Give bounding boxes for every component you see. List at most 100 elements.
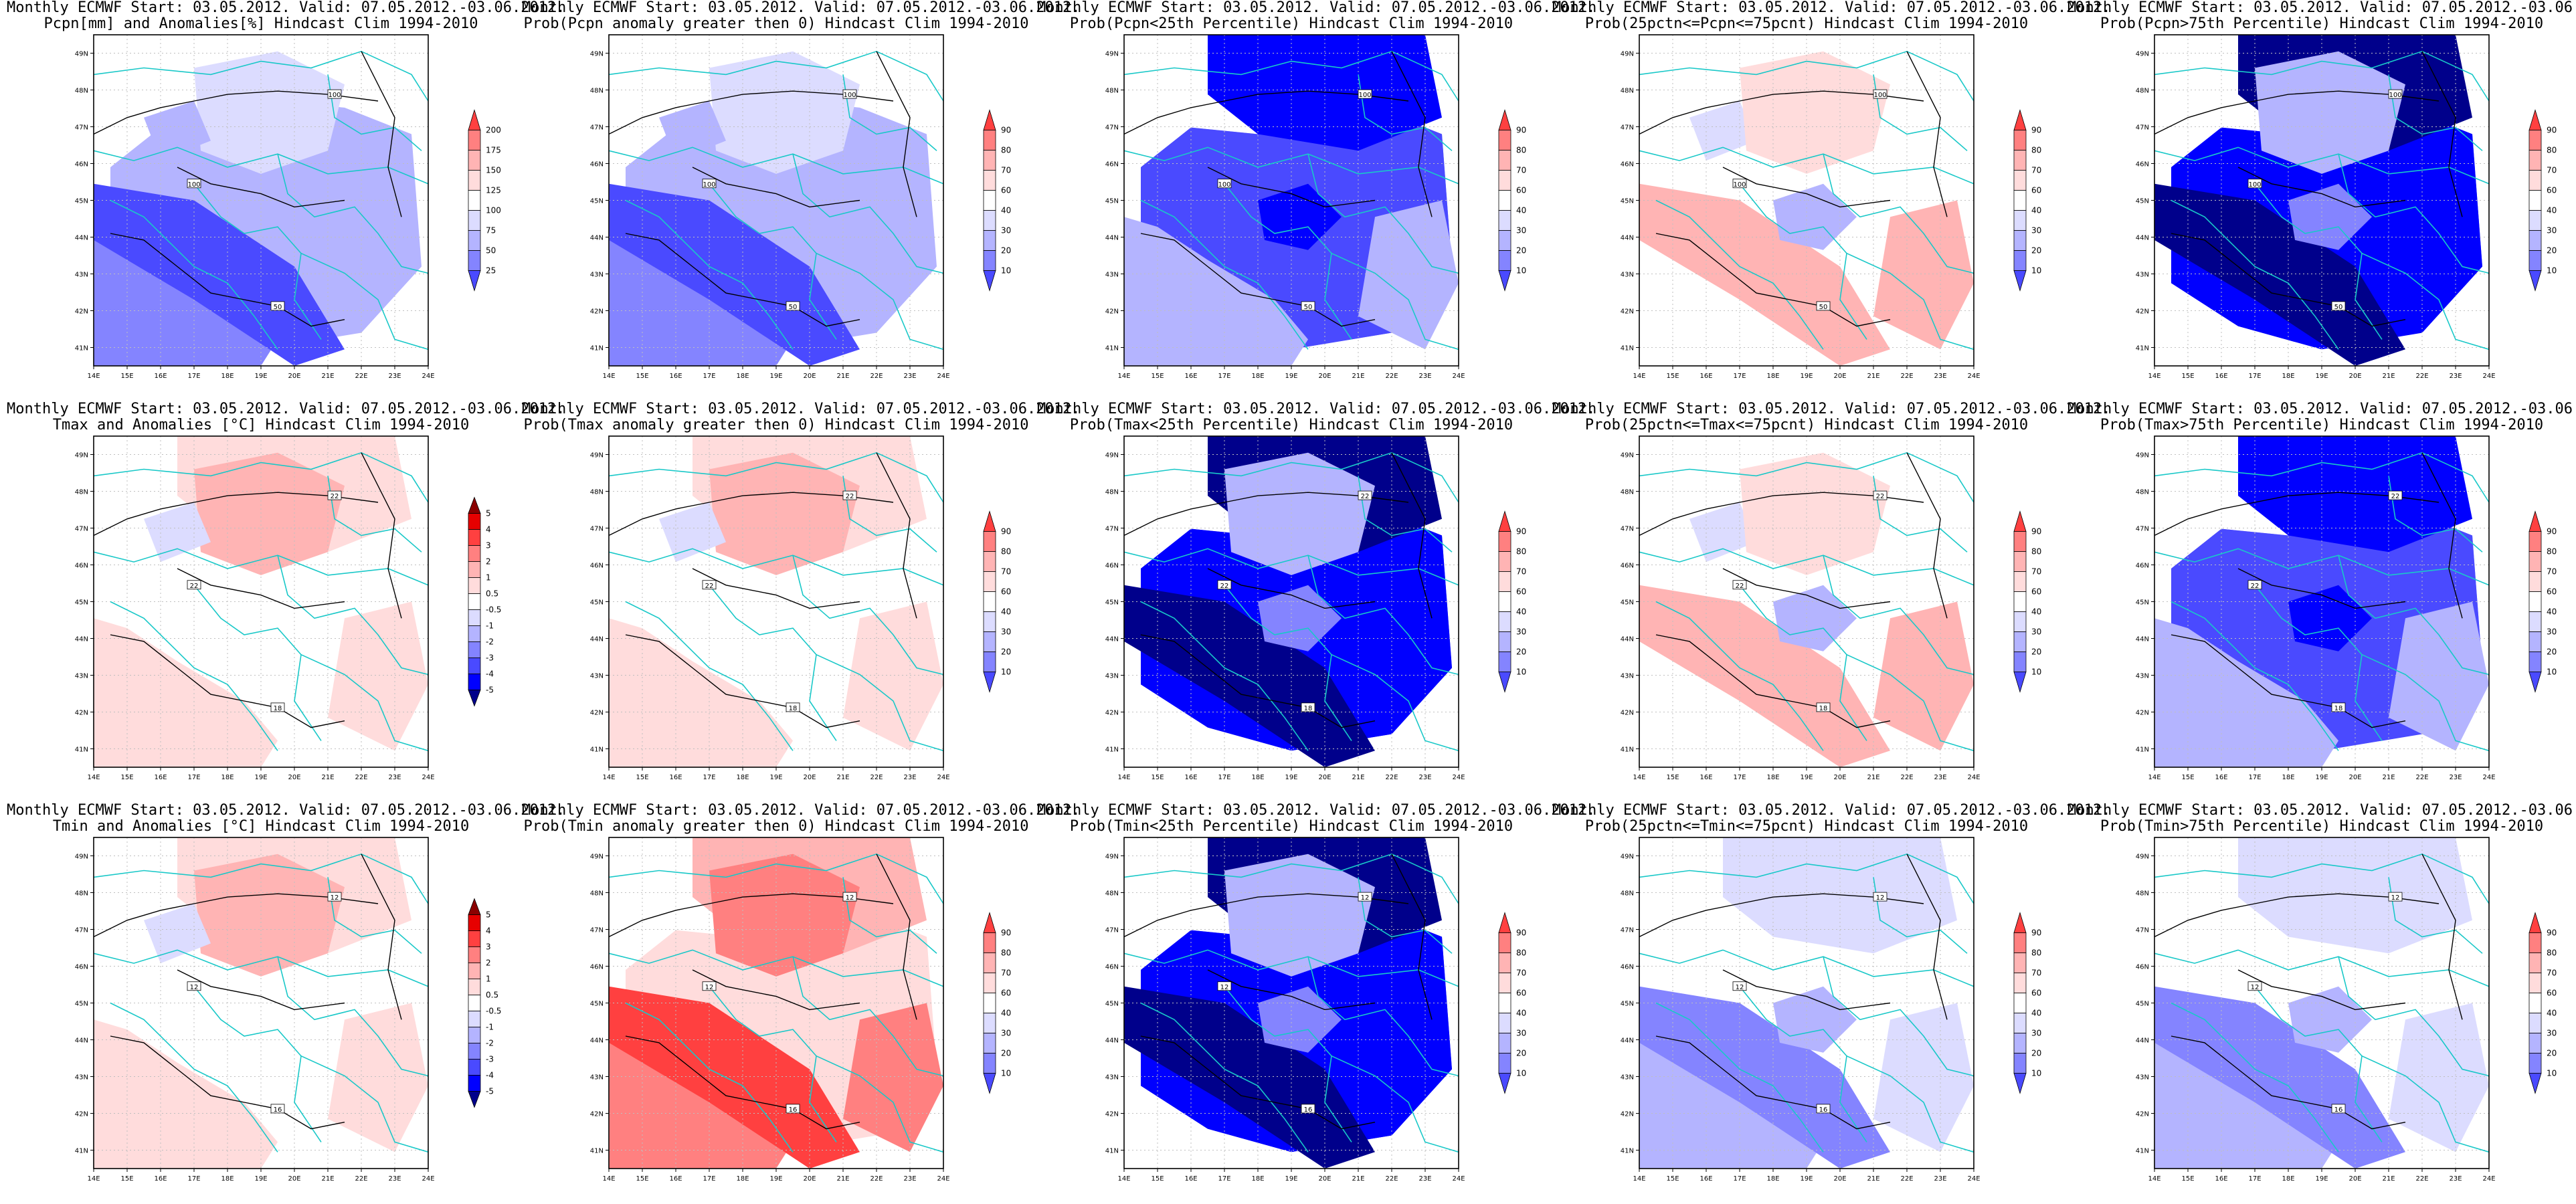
colorbar-label: 30	[2031, 1029, 2041, 1038]
boundary-line	[842, 476, 937, 553]
map-panel-tmin-prob-positive: Monthly ECMWF Start: 03.05.2012. Valid: …	[522, 803, 1080, 1201]
colorbar-segment	[468, 625, 481, 642]
lon-label: 17E	[2248, 373, 2261, 380]
lon-label: 20E	[288, 774, 300, 781]
colorbar-label: -4	[486, 1071, 494, 1080]
colorbar-label: 20	[1516, 246, 1526, 256]
boundary-line	[2154, 50, 2490, 102]
lat-label: 45N	[1105, 1001, 1119, 1008]
shaded-region	[194, 854, 345, 977]
map-panel-tmax-anomalies: Monthly ECMWF Start: 03.05.2012. Valid: …	[7, 401, 565, 799]
lon-label: 19E	[2315, 373, 2328, 380]
colorbar-label: 60	[1516, 186, 1526, 195]
lat-label: 49N	[2136, 854, 2149, 861]
contour-label: 12	[705, 984, 714, 991]
boundary-line	[1331, 654, 1459, 752]
boundary-line	[93, 146, 429, 185]
boundary-line	[2171, 601, 2339, 751]
lat-label: 49N	[590, 51, 604, 58]
boundary-line	[1307, 555, 1459, 676]
contour-line	[1655, 1035, 1891, 1130]
boundary-line	[816, 1055, 944, 1153]
contour-label: 22	[2391, 493, 2400, 500]
contour-label: 12	[1361, 894, 1370, 902]
colorbar-segment	[2528, 170, 2542, 191]
lat-label: 47N	[1105, 927, 1119, 934]
colorbar-label: -0.5	[486, 1007, 501, 1016]
boundary-line	[608, 452, 944, 503]
lat-label: 43N	[2136, 272, 2149, 279]
boundary-line	[1846, 654, 1974, 752]
map-panel-tmax-above-75: Monthly ECMWF Start: 03.05.2012. Valid: …	[2067, 401, 2576, 799]
panel-title: Monthly ECMWF Start: 03.05.2012. Valid: …	[7, 401, 565, 433]
map-figure: 12 16 12 41N 42N 43N 44N 45N 46N 47N 48N 49N 14E 15E 1…	[1105, 837, 1526, 1183]
colorbar-arrow	[2013, 672, 2027, 693]
boundary-line	[327, 476, 422, 553]
boundary-line	[193, 986, 322, 1142]
boundary-line	[1331, 252, 1459, 350]
colorbar-segment	[2528, 250, 2542, 271]
colorbar-segment	[468, 230, 481, 251]
lat-label: 49N	[590, 854, 604, 861]
country-boundaries	[2154, 452, 2490, 752]
contour-line	[1123, 90, 1409, 135]
country-boundaries	[2154, 853, 2490, 1153]
lon-label: 15E	[2181, 1175, 2194, 1183]
colorbar-label: 30	[2547, 226, 2557, 235]
country-boundaries	[2154, 50, 2490, 350]
lat-label: 43N	[1105, 1074, 1119, 1082]
contour-line	[876, 452, 917, 619]
colorbar-label: 3	[486, 541, 491, 550]
contour-line	[876, 854, 917, 1020]
colorbar-label: 40	[2547, 607, 2557, 617]
map-panel-pcpn-prob-positive: Monthly ECMWF Start: 03.05.2012. Valid: …	[522, 0, 1080, 398]
lat-label: 41N	[2136, 1148, 2149, 1155]
colorbar-label: 40	[1001, 1009, 1011, 1018]
colorbar-arrow	[468, 690, 481, 707]
colorbar: 90 80 70 60 40 30 20 10	[1498, 109, 1526, 292]
title-line-2: Prob(25pctn<=Pcpn<=75pcnt) Hindcast Clim…	[1584, 15, 2029, 32]
lon-label: 15E	[1151, 373, 1164, 380]
colorbar-segment	[468, 150, 481, 171]
colorbar: 5 4 3 2 1 0.5 -0.5 -1 -2 -3 -4 -5	[468, 496, 501, 707]
panel-title: Monthly ECMWF Start: 03.05.2012. Valid: …	[1037, 401, 1595, 433]
boundary-line	[193, 585, 322, 741]
colorbar-segment	[2013, 190, 2027, 211]
lon-label: 23E	[903, 1175, 916, 1183]
country-boundaries	[1639, 50, 1974, 350]
lat-label: 49N	[75, 452, 88, 460]
colorbar-segment	[468, 190, 481, 211]
boundary-line	[1123, 50, 1459, 102]
lon-label: 24E	[2482, 1175, 2495, 1183]
boundary-line	[2388, 877, 2483, 954]
colorbar-arrow	[468, 496, 481, 514]
lat-label: 42N	[2136, 710, 2149, 717]
colorbar-label: 30	[1516, 1029, 1526, 1038]
lat-label: 42N	[590, 1111, 604, 1118]
colorbar-segment	[983, 651, 996, 672]
lat-label: 47N	[1621, 526, 1634, 533]
lat-label: 46N	[75, 563, 88, 570]
colorbar-label: 70	[1516, 166, 1526, 175]
colorbar-label: 2	[486, 557, 491, 567]
contour-label-box	[702, 580, 717, 590]
lon-label: 22E	[2415, 373, 2428, 380]
boundary-line	[625, 199, 794, 350]
colorbar-segment	[983, 250, 996, 271]
lat-label: 44N	[1621, 1037, 1634, 1045]
lon-label: 24E	[2482, 373, 2495, 380]
lon-label: 18E	[2282, 373, 2294, 380]
contour-label-box	[1816, 702, 1831, 712]
map-panel-tmin-below-25: Monthly ECMWF Start: 03.05.2012. Valid: …	[1037, 803, 1595, 1201]
shaded-field	[609, 436, 943, 767]
colorbar-label: 80	[2547, 547, 2557, 557]
boundary-line	[842, 877, 937, 954]
lat-label: 46N	[2136, 563, 2149, 570]
contour-line	[1207, 167, 1376, 208]
lon-label: 20E	[1833, 1175, 1846, 1183]
lat-label: 41N	[2136, 746, 2149, 754]
colorbar-segment	[2013, 551, 2027, 572]
contour-label: 100	[2389, 92, 2401, 99]
colorbar-segment	[1498, 250, 1511, 271]
shaded-field	[609, 51, 937, 366]
